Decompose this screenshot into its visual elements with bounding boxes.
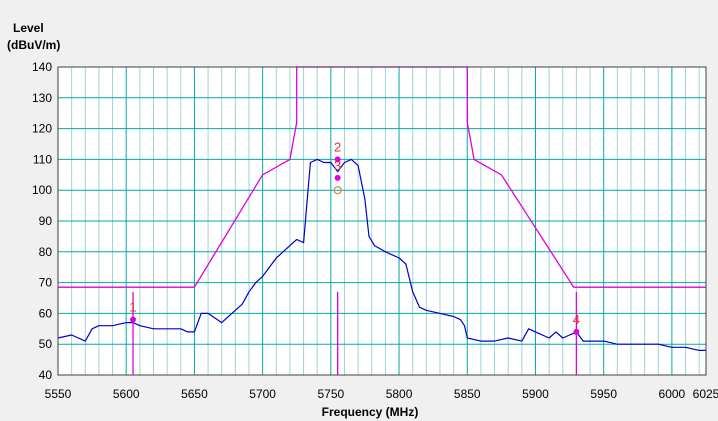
y-tick-label: 70 (39, 276, 53, 290)
y-tick-label: 140 (32, 60, 52, 74)
y-tick-label: 120 (32, 122, 52, 136)
x-tick-label: 5950 (590, 387, 617, 401)
y-tick-label: 100 (32, 183, 52, 197)
marker-layer: 1 2 3 4 (129, 139, 580, 375)
y-tick-label: 50 (39, 337, 53, 351)
y-tick-label: 130 (32, 91, 52, 105)
x-tick-label: 6025 (693, 387, 718, 401)
x-tick-label: 5900 (522, 387, 549, 401)
x-tick-label: 5850 (454, 387, 481, 401)
x-tick-label: 6000 (659, 387, 686, 401)
limit-marker-circle (333, 186, 342, 195)
y-tick-label: 60 (39, 306, 53, 320)
y-tick-labels: 40 50 60 70 80 90 100 110 120 130 140 (32, 60, 52, 382)
marker-point (334, 174, 341, 181)
y-tick-label: 110 (33, 152, 52, 166)
x-tick-label: 5800 (386, 387, 413, 401)
y-tick-label: 80 (39, 245, 53, 259)
trace-layer (57, 158, 706, 351)
marker-point (573, 328, 580, 335)
y-axis-title-line2: (dBuV/m) (7, 38, 60, 52)
x-tick-label: 5600 (113, 387, 140, 401)
marker-point (334, 156, 341, 163)
x-tick-label: 5550 (45, 387, 72, 401)
x-tick-labels: 5550 5600 5650 5700 5750 5800 5850 5900 5950 6000… (45, 387, 718, 401)
marker-label: 2 (334, 139, 341, 154)
marker-label: 4 (573, 312, 580, 327)
x-tick-label: 5750 (317, 387, 344, 401)
plot-border (57, 66, 707, 376)
y-tick-label: 90 (39, 214, 53, 228)
marker-point (130, 316, 137, 323)
y-tick-label: 40 (39, 368, 53, 382)
x-tick-label: 5700 (249, 387, 276, 401)
measurement-trace (57, 158, 706, 351)
x-axis-title: Frequency (MHz) (322, 405, 419, 419)
y-axis-title-line1: Level (13, 21, 44, 35)
x-tick-label: 5650 (181, 387, 208, 401)
marker-label: 3 (334, 158, 341, 173)
marker-label: 1 (129, 300, 136, 315)
